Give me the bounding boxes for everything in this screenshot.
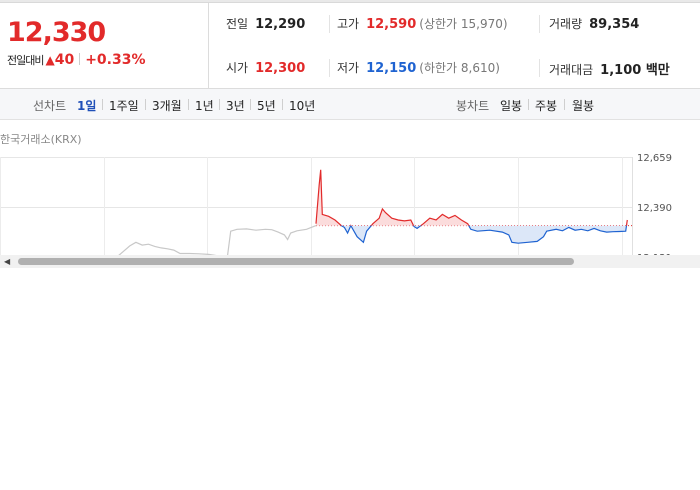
y-tick-label: 12,390 [637,203,672,214]
chart-scrollbar[interactable]: ◀ [0,255,700,268]
stat-label: 거래량 [549,17,583,31]
stat-amount: 거래대금 1,100 백만 [549,59,670,78]
stat-label: 거래대금 [549,63,594,77]
top-border [0,0,700,3]
current-price: 12,330 [7,17,106,48]
stat-divider [329,15,330,33]
change-row: 전일대비 ▲40 +0.33% [7,52,146,68]
stat-label: 고가 [337,17,360,31]
stat-divider [539,59,540,77]
tab-divider [102,99,103,110]
tab-daily-candle[interactable]: 일봉 [500,99,523,113]
stat-sub: (하한가 8,610) [419,61,500,75]
tab-1week[interactable]: 1주일 [109,99,139,113]
chart-source: 한국거래소(KRX) [0,133,82,146]
today-area-down [316,225,628,244]
tab-1year[interactable]: 1년 [195,99,214,113]
stat-low: 저가 12,150 (하한가 8,610) [337,59,500,76]
stat-value: 1,100 백만 [600,63,670,78]
stat-value: 12,300 [255,61,306,76]
tab-3year[interactable]: 3년 [226,99,245,113]
tab-divider [188,99,189,110]
line-chart-label: 선차트 [33,99,67,113]
up-arrow-icon: ▲ [45,53,55,67]
stat-sub: (상한가 15,970) [419,17,508,31]
stat-high: 고가 12,590 (상한가 15,970) [337,15,508,32]
stat-value: 12,150 [366,61,417,76]
tab-5year[interactable]: 5년 [257,99,276,113]
stat-open: 시가 12,300 [226,59,305,76]
change-value: 40 [54,52,75,68]
stat-label: 전일 [226,17,249,31]
change-divider [79,53,81,65]
prev-day-series-line [116,225,317,258]
stat-label: 저가 [337,61,360,75]
y-tick-label: 12,659 [637,153,672,164]
chart-tab-bar: 선차트 1일 1주일 3개월 1년 3년 5년 10년 봉차트 일봉 주봉 월봉 [0,89,700,120]
tab-divider [219,99,220,110]
today-series-line-down [340,225,628,244]
stat-value: 12,590 [366,17,417,32]
tab-divider [564,99,565,110]
tab-1day[interactable]: 1일 [77,99,97,113]
tab-divider [528,99,529,110]
today-series-line-up [315,169,628,226]
scroll-thumb[interactable] [18,258,574,265]
stat-volume: 거래량 89,354 [549,15,639,32]
tab-divider [250,99,251,110]
stat-prev-close: 전일 12,290 [226,15,305,32]
tab-divider [282,99,283,110]
stat-divider [329,59,330,77]
stat-value: 89,354 [589,17,640,32]
tab-divider [145,99,146,110]
candle-chart-label: 봉차트 [456,99,490,113]
stat-divider [539,15,540,33]
quote-summary: 12,330 전일대비 ▲40 +0.33% 전일 12,290 고가 12,590 (상… [0,3,700,89]
current-price-box: 12,330 전일대비 ▲40 +0.33% [0,3,209,89]
tab-monthly-candle[interactable]: 월봉 [572,99,595,113]
change-rate: +0.33% [85,52,146,68]
tab-10year[interactable]: 10년 [289,99,316,113]
tab-weekly-candle[interactable]: 주봉 [535,99,558,113]
scroll-left-icon[interactable]: ◀ [4,257,11,266]
stat-value: 12,290 [255,17,306,32]
change-label: 전일대비 [7,54,44,67]
tab-3month[interactable]: 3개월 [152,99,182,113]
stat-label: 시가 [226,61,249,75]
